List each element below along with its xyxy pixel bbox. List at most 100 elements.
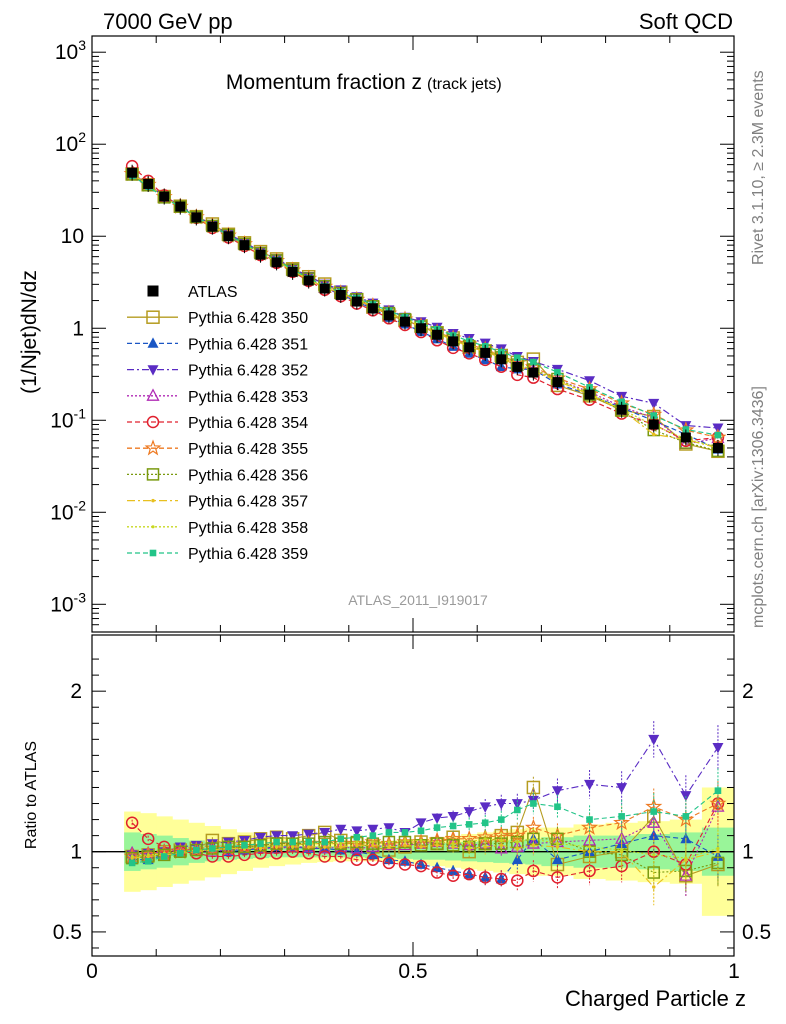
ratio-point [481, 819, 489, 827]
ratio-point [321, 838, 329, 846]
ratio-point [322, 845, 327, 849]
ratio-point [305, 838, 312, 846]
legend-entry-352: Pythia 6.428 352 [127, 363, 308, 380]
ratio-point [709, 794, 727, 811]
ratio-point [462, 867, 476, 881]
ratio-plot-area [92, 721, 735, 916]
ratio-point [383, 853, 395, 865]
atlas-point [480, 347, 491, 358]
ratio-point [530, 800, 537, 807]
ratio-point [684, 856, 688, 860]
ratio-point [616, 783, 628, 794]
ratio-point [479, 871, 491, 882]
ratio-point [508, 826, 526, 843]
atlas-point [271, 257, 282, 268]
legend-entry-atlas: ATLAS [147, 284, 238, 301]
ratio-point [125, 816, 139, 830]
ratio-point [403, 838, 407, 843]
ratio-point [652, 885, 656, 889]
ratio-y-tick-label: 1 [70, 841, 82, 864]
legend-marker [151, 525, 155, 529]
ratio-point [551, 871, 564, 884]
ratio-point [273, 838, 280, 846]
ratio-series-line [132, 838, 719, 859]
legend-marker [144, 439, 162, 456]
rivet-label: Rivet 3.1.10, ≥ 2.3M events [750, 70, 767, 265]
legend-marker [147, 337, 159, 348]
ratio-point [350, 853, 364, 866]
main-point [514, 354, 521, 361]
atlas-point [255, 249, 266, 260]
ratio-axis-ticks: 0.5 0.51 12 20 0.5 1 [53, 635, 771, 983]
ratio-point [222, 840, 235, 854]
ratio-point [647, 866, 660, 879]
legend-label: ATLAS [188, 284, 238, 301]
ratio-point [463, 807, 475, 818]
legend-marker [149, 549, 157, 557]
x-tick-label: 1 [728, 960, 740, 983]
ratio-point [257, 840, 264, 847]
ratio-point [584, 779, 596, 791]
atlas-point [552, 377, 563, 388]
ratio-point [366, 853, 380, 866]
legend-label: Pythia 6.428 351 [188, 336, 308, 353]
ratio-point [446, 869, 460, 882]
ratio-point [514, 806, 521, 814]
ratio-point [382, 856, 396, 870]
ratio-point [449, 822, 457, 830]
ratio-point [225, 843, 232, 851]
ratio-point [146, 853, 150, 857]
ratio-point [385, 829, 393, 836]
atlas-point [616, 404, 627, 415]
ratio-y-tick-label-right: 2 [742, 680, 754, 703]
ratio-y-tick-label-right: 0.5 [742, 921, 771, 944]
legend-label: Pythia 6.428 359 [188, 546, 308, 563]
legend-label: Pythia 6.428 353 [188, 389, 308, 406]
atlas-point [319, 283, 330, 294]
legend-marker [146, 388, 160, 401]
atlas-point [680, 432, 691, 443]
atlas-point [159, 191, 170, 202]
ratio-point [479, 802, 491, 813]
ratio-point [555, 842, 560, 846]
ratio-series-359 [128, 768, 722, 867]
ratio-point [190, 840, 202, 852]
main-point [554, 368, 561, 376]
atlas-point [335, 289, 346, 300]
ratio-point [495, 799, 507, 810]
ratio-point [465, 821, 473, 828]
ratio-point [647, 815, 661, 828]
ratio-point [682, 813, 690, 820]
ratio-point [499, 843, 504, 848]
ratio-point [209, 845, 216, 852]
atlas-point [464, 342, 475, 353]
atlas-point [648, 419, 659, 430]
legend-label: Pythia 6.428 355 [188, 441, 308, 458]
ratio-point [419, 838, 423, 843]
ratio-series-line [131, 803, 719, 882]
ratio-point [714, 787, 722, 794]
ratio-point [526, 836, 540, 849]
atlas-point [584, 389, 595, 400]
legend-label: Pythia 6.428 352 [188, 363, 308, 380]
ratio-point [339, 845, 343, 849]
main-frame [91, 35, 735, 633]
atlas-point [223, 231, 234, 242]
atlas-point [351, 296, 362, 307]
ratio-y-axis-label: Ratio to ATLAS [23, 741, 40, 849]
ratio-point [176, 849, 184, 857]
ratio-frame [91, 634, 735, 957]
ratio-point [648, 734, 660, 746]
ratio-point [238, 840, 251, 854]
ratio-point [647, 845, 660, 858]
ratio-point [483, 845, 487, 849]
legend-entry-356: Pythia 6.428 356 [127, 467, 308, 484]
ratio-point [130, 854, 134, 859]
ratio-point [383, 823, 395, 834]
legend-entry-351: Pythia 6.428 351 [127, 336, 308, 353]
atlas-point [175, 201, 186, 212]
main-y-axis-label: (1/Njet)dN/dz [18, 270, 41, 394]
x-axis-label: Charged Particle z [565, 986, 746, 1011]
atlas-point [416, 323, 427, 334]
ratio-y-tick-label: 0.5 [53, 921, 82, 944]
